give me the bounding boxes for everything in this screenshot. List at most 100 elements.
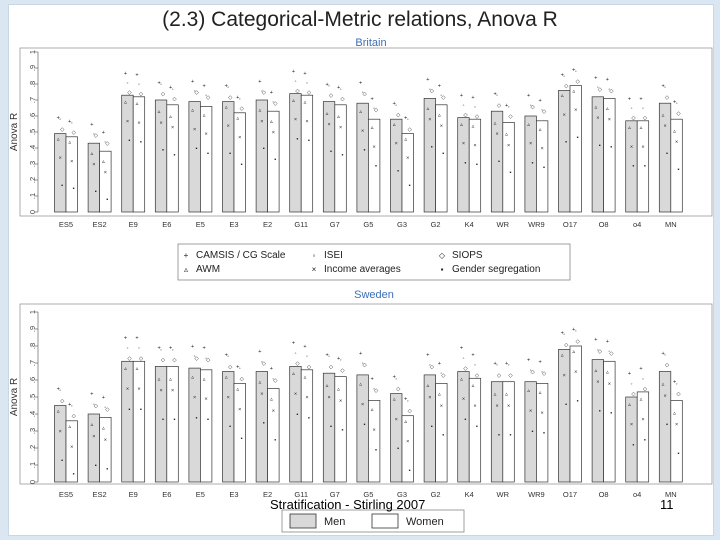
- data-marker: ▵: [304, 100, 307, 106]
- data-marker: ×: [238, 135, 241, 141]
- data-marker: +: [661, 351, 664, 357]
- data-marker: +: [572, 327, 575, 333]
- data-marker: ▪: [95, 189, 97, 195]
- data-marker: ◇: [307, 90, 312, 96]
- data-marker: +: [292, 69, 295, 75]
- data-marker: ◦: [608, 349, 610, 355]
- data-marker: ◇: [408, 409, 413, 415]
- category-label: E5: [196, 220, 205, 229]
- data-marker: ◦: [429, 363, 431, 369]
- y-tick-label: .7: [28, 360, 37, 366]
- data-marker: ▪: [498, 432, 500, 438]
- data-marker: ◦: [294, 79, 296, 85]
- data-marker: ▵: [359, 381, 362, 387]
- data-marker: ▪: [577, 135, 579, 141]
- data-marker: ◦: [575, 69, 577, 75]
- data-marker: ◦: [59, 388, 61, 394]
- data-marker: ▪: [409, 468, 411, 474]
- bar-women: [166, 104, 179, 213]
- data-marker: ◦: [138, 82, 140, 88]
- y-axis-label: Anova R: [9, 378, 20, 416]
- data-marker: +: [90, 392, 93, 398]
- legend-series-label: Women: [406, 516, 444, 528]
- data-marker: ▪: [565, 140, 567, 146]
- data-marker: +: [639, 96, 642, 102]
- data-marker: ▵: [326, 383, 329, 389]
- data-marker: ◦: [597, 347, 599, 353]
- data-marker: ◇: [94, 404, 99, 410]
- category-label: G3: [397, 490, 407, 499]
- data-marker: ×: [395, 141, 398, 147]
- data-marker: ◇: [676, 111, 681, 117]
- data-marker: ◦: [440, 371, 442, 377]
- data-marker: ×: [529, 409, 532, 415]
- data-marker: ×: [272, 409, 275, 415]
- data-marker: ◇: [273, 101, 278, 107]
- data-marker: +: [493, 361, 496, 367]
- plot-frame: [19, 303, 713, 485]
- data-marker: ▵: [673, 128, 676, 134]
- data-marker: ▵: [472, 124, 475, 130]
- data-marker: ◦: [272, 100, 274, 106]
- data-marker: ×: [59, 429, 62, 435]
- category-label: G7: [330, 220, 340, 229]
- data-marker: ×: [272, 130, 275, 136]
- data-marker: ▪: [644, 164, 646, 170]
- data-marker: ▵: [371, 407, 374, 413]
- data-marker: ◇: [139, 92, 144, 98]
- data-marker: ◇: [363, 92, 368, 98]
- data-marker: ▪: [162, 148, 164, 154]
- bar-men: [188, 101, 201, 213]
- data-marker: ▪: [274, 157, 276, 163]
- data-marker: ▵: [124, 100, 127, 106]
- bar-women: [502, 381, 515, 483]
- data-marker: ▵: [561, 353, 564, 359]
- bar-women: [670, 118, 683, 213]
- data-marker: ◦: [59, 117, 61, 123]
- data-marker: +: [572, 68, 575, 74]
- page-number: 11: [660, 497, 674, 512]
- category-label: MN: [665, 220, 677, 229]
- legend-symbol: +: [184, 251, 189, 260]
- data-marker: ▵: [438, 112, 441, 118]
- y-tick-label: .3: [28, 428, 37, 434]
- data-marker: +: [337, 356, 340, 362]
- category-label: O8: [599, 220, 609, 229]
- y-tick-label: .4: [28, 145, 37, 151]
- data-marker: +: [225, 84, 228, 90]
- data-marker: ×: [104, 438, 107, 444]
- data-marker: ◦: [474, 363, 476, 369]
- data-marker: ▪: [599, 143, 601, 149]
- data-marker: ▪: [431, 424, 433, 430]
- data-marker: ×: [428, 117, 431, 123]
- data-marker: ◦: [362, 361, 364, 367]
- data-marker: ▪: [207, 151, 209, 157]
- data-marker: ◇: [195, 356, 200, 362]
- data-marker: ◦: [205, 356, 207, 362]
- category-label: O17: [563, 490, 577, 499]
- data-marker: ▵: [337, 114, 340, 120]
- bar-men: [390, 393, 403, 483]
- data-marker: ▪: [263, 421, 265, 427]
- data-marker: ◇: [430, 364, 435, 370]
- data-marker: ▵: [460, 122, 463, 128]
- bar-men: [188, 367, 201, 483]
- category-label: G11: [294, 490, 308, 499]
- data-marker: ×: [294, 117, 297, 123]
- data-marker: ◦: [440, 93, 442, 99]
- data-marker: ◇: [127, 90, 132, 96]
- data-marker: ▪: [140, 407, 142, 413]
- data-marker: ▪: [263, 146, 265, 152]
- legend-label: ISEI: [324, 250, 343, 261]
- data-marker: ▵: [673, 410, 676, 416]
- data-marker: ×: [462, 141, 465, 147]
- category-label: o4: [633, 220, 641, 229]
- data-marker: +: [203, 84, 206, 90]
- data-marker: +: [606, 339, 609, 345]
- data-marker: ◦: [306, 354, 308, 360]
- data-marker: +: [135, 72, 138, 78]
- data-marker: ×: [574, 108, 577, 114]
- data-marker: ▪: [73, 472, 75, 478]
- bar-women: [502, 122, 515, 213]
